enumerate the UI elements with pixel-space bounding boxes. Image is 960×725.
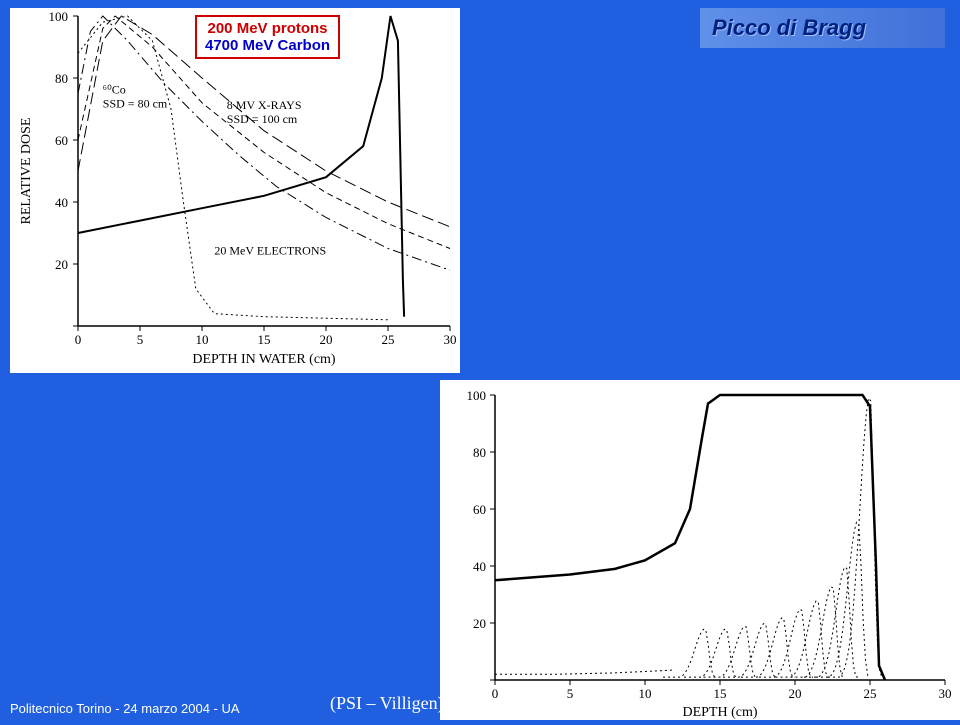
svg-text:SSD = 100 cm: SSD = 100 cm (227, 112, 298, 126)
chart1-svg: 20 40 60 80 100 0 5 10 15 20 25 30 DEPTH IN WATER (c… (10, 8, 460, 373)
svg-text:15: 15 (714, 686, 727, 701)
legend-line-2: 4700 MeV Carbon (205, 37, 330, 54)
svg-text:8 MV X-RAYS: 8 MV X-RAYS (227, 98, 302, 112)
svg-text:80: 80 (473, 445, 486, 460)
chart2-svg: 20 40 60 80 100 0 5 10 15 20 25 30 DEPTH (cm) (440, 380, 960, 720)
svg-text:0: 0 (492, 686, 499, 701)
svg-text:DEPTH IN WATER (cm): DEPTH IN WATER (cm) (192, 352, 336, 367)
depth-dose-chart: 20 40 60 80 100 0 5 10 15 20 25 30 DEPTH IN WATER (c… (10, 8, 460, 373)
svg-text:0: 0 (75, 332, 82, 347)
svg-text:20: 20 (789, 686, 802, 701)
svg-text:SSD = 80 cm: SSD = 80 cm (103, 97, 168, 111)
svg-text:5: 5 (567, 686, 574, 701)
svg-text:60: 60 (473, 502, 486, 517)
svg-text:10: 10 (196, 332, 209, 347)
svg-text:RELATIVE DOSE: RELATIVE DOSE (19, 118, 34, 225)
svg-text:25: 25 (382, 332, 395, 347)
sobp-chart: 20 40 60 80 100 0 5 10 15 20 25 30 DEPTH (cm) (440, 380, 960, 720)
svg-text:25: 25 (864, 686, 877, 701)
svg-text:15: 15 (258, 332, 271, 347)
svg-text:⁶⁰Co: ⁶⁰Co (103, 83, 126, 97)
svg-text:100: 100 (467, 388, 487, 403)
svg-text:20: 20 (55, 257, 68, 272)
svg-text:20: 20 (473, 616, 486, 631)
svg-text:DEPTH (cm): DEPTH (cm) (682, 705, 757, 720)
legend-box: 200 MeV protons 4700 MeV Carbon (195, 15, 340, 59)
legend-line-1: 200 MeV protons (205, 20, 330, 37)
svg-text:30: 30 (939, 686, 952, 701)
svg-text:100: 100 (49, 9, 69, 24)
svg-text:5: 5 (137, 332, 144, 347)
svg-text:20 MeV ELECTRONS: 20 MeV ELECTRONS (214, 244, 326, 258)
svg-text:40: 40 (55, 195, 68, 210)
svg-text:10: 10 (639, 686, 652, 701)
svg-text:30: 30 (444, 332, 457, 347)
svg-text:80: 80 (55, 71, 68, 86)
svg-text:60: 60 (55, 133, 68, 148)
page-title: Picco di Bragg (712, 15, 866, 41)
psi-credit: (PSI – Villigen) (330, 693, 444, 714)
title-banner: Picco di Bragg (700, 8, 945, 48)
footer-text: Politecnico Torino - 24 marzo 2004 - UA (10, 701, 240, 716)
page-number: 10 (938, 701, 952, 716)
svg-text:20: 20 (320, 332, 333, 347)
svg-text:40: 40 (473, 559, 486, 574)
